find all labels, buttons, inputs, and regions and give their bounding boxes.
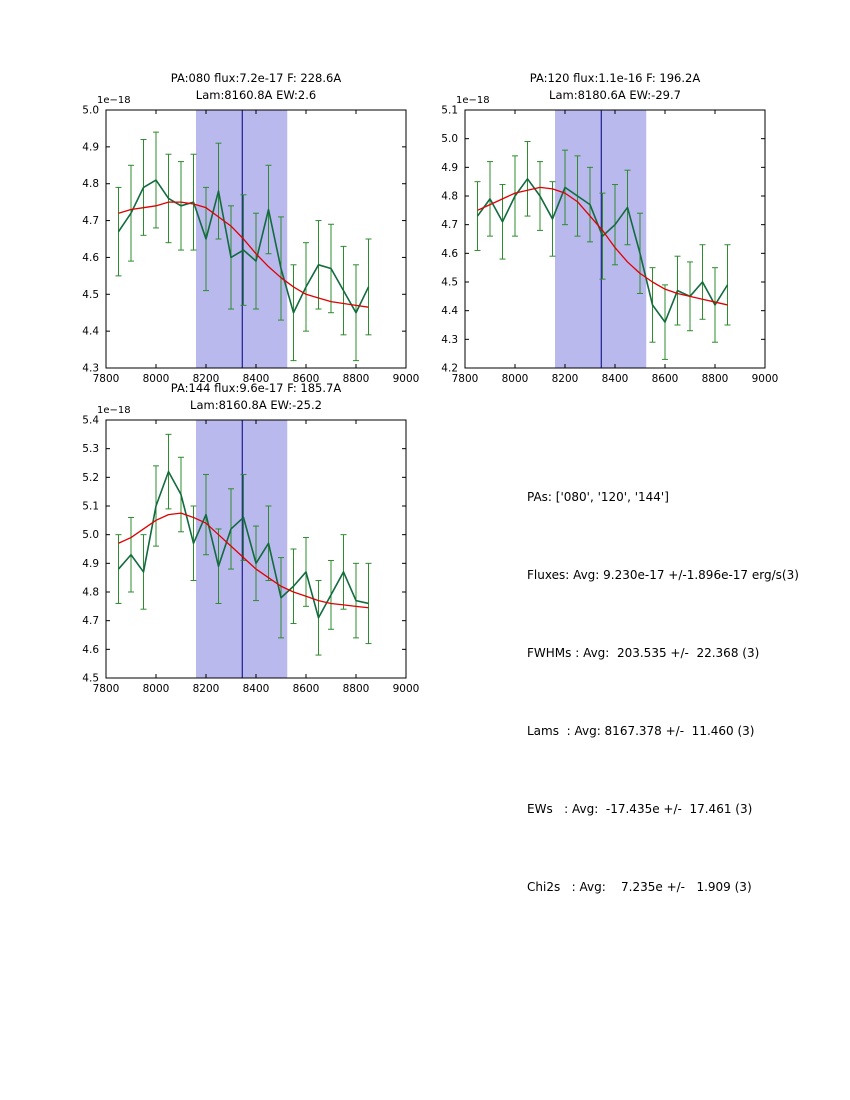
y-tick-label: 4.2 <box>441 363 458 375</box>
x-tick-label: 8800 <box>343 683 370 695</box>
y-axis-offset-label: 1e−18 <box>97 95 131 106</box>
x-tick-label: 8800 <box>343 373 370 385</box>
x-tick-label: 7800 <box>93 683 120 695</box>
y-tick-label: 4.5 <box>82 289 99 301</box>
x-tick-label: 8000 <box>143 683 170 695</box>
x-tick-label: 8200 <box>193 373 220 385</box>
y-axis-offset-label: 1e−18 <box>97 405 131 416</box>
spectrum-data-line <box>117 179 370 314</box>
spectrum-chart-pa120: 7800 8000 8200 8400 8600 8800 9000 4.2 4.3 4.4 4.5… <box>441 71 779 385</box>
x-tick-label: 8000 <box>143 373 170 385</box>
y-tick-label: 4.4 <box>441 305 458 317</box>
y-tick-label: 5.0 <box>82 105 99 117</box>
spectrum-chart-pa080: 7800 8000 8200 8400 8600 8800 9000 4.3 4.4 4.5 4.6… <box>82 71 420 385</box>
plot-title-line1: PA:120 flux:1.1e-16 F: 196.2A <box>530 71 701 85</box>
y-tick-label: 4.8 <box>82 587 99 599</box>
plot-title-line1: PA:080 flux:7.2e-17 F: 228.6A <box>171 71 342 85</box>
y-tick-label: 4.6 <box>82 644 99 656</box>
x-tick-label: 8800 <box>702 373 729 385</box>
summary-line-fluxes: Fluxes: Avg: 9.230e-17 +/-1.896e-17 erg/… <box>527 568 799 582</box>
x-tick-label: 7800 <box>93 373 120 385</box>
x-tick-label: 8200 <box>552 373 579 385</box>
spectrum-data-line <box>476 178 729 323</box>
y-tick-label: 4.9 <box>441 162 458 174</box>
y-tick-label: 5.2 <box>82 472 99 484</box>
y-tick-label: 4.8 <box>82 178 99 190</box>
x-tick-label: 8400 <box>243 373 270 385</box>
y-tick-label: 4.5 <box>82 673 99 685</box>
y-tick-label: 5.4 <box>82 415 99 427</box>
summary-line-ews: EWs : Avg: -17.435e +/- 17.461 (3) <box>527 802 753 816</box>
y-tick-label: 4.9 <box>82 141 99 153</box>
gaussian-fit-line <box>118 201 369 308</box>
y-tick-label: 4.6 <box>441 248 458 260</box>
shaded-band <box>196 110 288 368</box>
y-tick-label: 5.3 <box>82 443 99 455</box>
x-tick-label: 8400 <box>602 373 629 385</box>
shaded-band <box>555 110 647 368</box>
x-tick-label: 8600 <box>652 373 679 385</box>
x-tick-label: 9000 <box>393 373 420 385</box>
summary-line-fwhms: FWHMs : Avg: 203.535 +/- 22.368 (3) <box>527 646 760 660</box>
y-tick-label: 4.7 <box>441 219 458 231</box>
x-tick-label: 8000 <box>502 373 529 385</box>
y-tick-label: 5.1 <box>82 501 99 513</box>
x-tick-label: 8600 <box>293 373 320 385</box>
x-tick-label: 7800 <box>452 373 479 385</box>
y-tick-label: 4.5 <box>441 277 458 289</box>
plot-title-line2: Lam:8160.8A EW:2.6 <box>196 88 316 102</box>
plot-pa120: 7800 8000 8200 8400 8600 8800 9000 4.2 4.3 4.4 4.5… <box>425 66 785 401</box>
y-tick-label: 4.7 <box>82 615 99 627</box>
summary-line-chi2s: Chi2s : Avg: 7.235e +/- 1.909 (3) <box>527 880 752 894</box>
plot-pa144: 7800 8000 8200 8400 8600 8800 9000 4.5 4.6 4.7 4.8… <box>66 376 426 711</box>
x-tick-label: 9000 <box>393 683 420 695</box>
plot-title-line2: Lam:8180.6A EW:-29.7 <box>549 88 681 102</box>
y-tick-label: 4.6 <box>82 252 99 264</box>
plot-pa080: 7800 8000 8200 8400 8600 8800 9000 4.3 4.4 4.5 4.6… <box>66 66 426 401</box>
gaussian-fit-line <box>118 512 369 609</box>
x-tick-label: 9000 <box>752 373 779 385</box>
x-tick-label: 8600 <box>293 683 320 695</box>
y-tick-label: 4.8 <box>441 191 458 203</box>
y-tick-label: 4.3 <box>441 334 458 346</box>
y-tick-label: 4.7 <box>82 215 99 227</box>
y-tick-label: 5.1 <box>441 105 458 117</box>
shaded-band <box>196 420 288 678</box>
y-tick-label: 4.9 <box>82 558 99 570</box>
plot-title-line1: PA:144 flux:9.6e-17 F: 185.7A <box>171 381 342 395</box>
plot-title-line2: Lam:8160.8A EW:-25.2 <box>190 398 322 412</box>
x-tick-label: 8200 <box>193 683 220 695</box>
summary-line-pas: PAs: ['080', '120', '144'] <box>527 490 669 504</box>
gaussian-fit-line <box>477 186 728 306</box>
summary-line-lams: Lams : Avg: 8167.378 +/- 11.460 (3) <box>527 724 755 738</box>
spectrum-chart-pa144: 7800 8000 8200 8400 8600 8800 9000 4.5 4.6 4.7 4.8… <box>82 381 420 695</box>
x-tick-label: 8400 <box>243 683 270 695</box>
y-tick-label: 5.0 <box>441 133 458 145</box>
y-axis-offset-label: 1e−18 <box>456 95 490 106</box>
y-tick-label: 4.3 <box>82 363 99 375</box>
y-tick-label: 5.0 <box>82 529 99 541</box>
y-tick-label: 4.4 <box>82 326 99 338</box>
stats-summary: PAs: ['080', '120', '144'] Fluxes: Avg: … <box>527 432 799 926</box>
